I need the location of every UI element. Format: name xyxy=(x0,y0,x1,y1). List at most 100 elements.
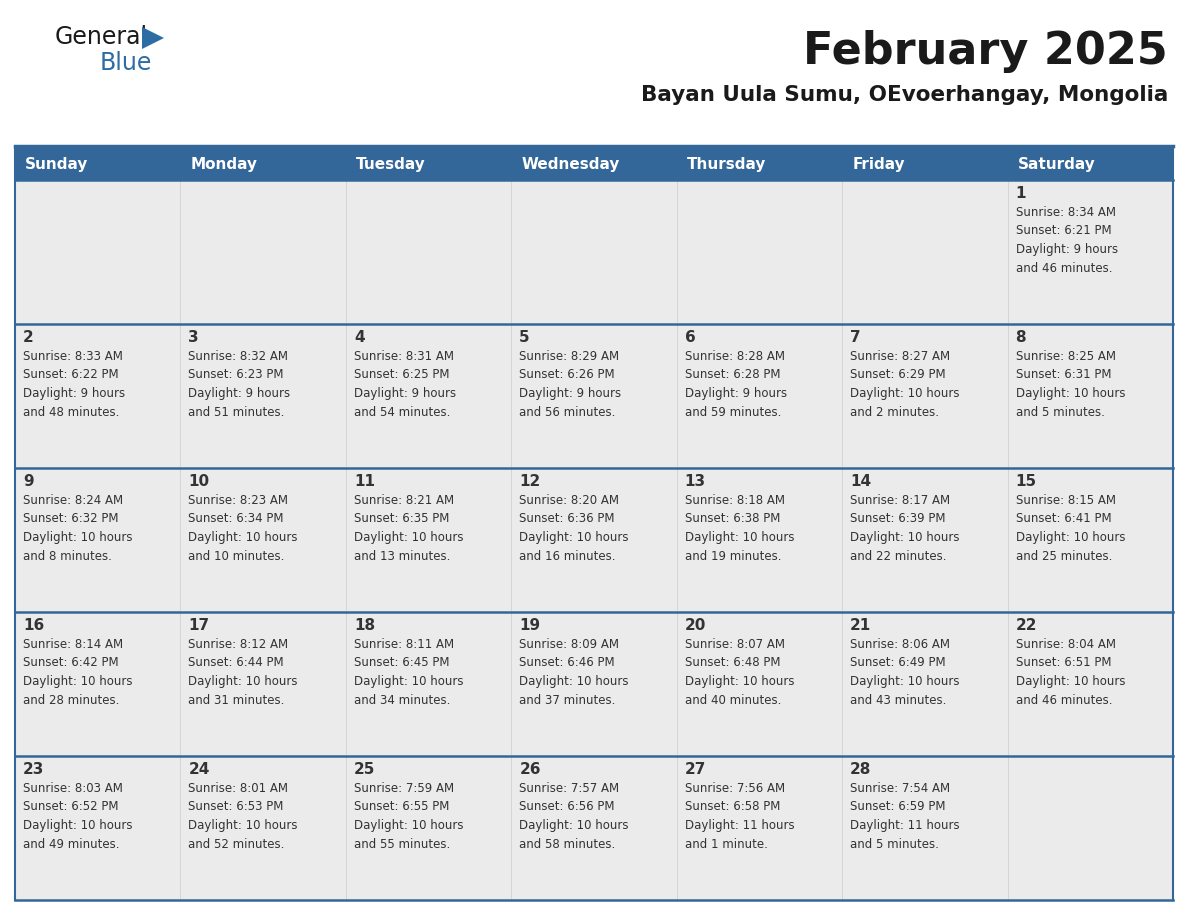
Text: Sunrise: 8:17 AM: Sunrise: 8:17 AM xyxy=(851,494,950,507)
Text: and 54 minutes.: and 54 minutes. xyxy=(354,406,450,419)
Text: Sunset: 6:22 PM: Sunset: 6:22 PM xyxy=(23,368,119,382)
Bar xyxy=(511,180,677,324)
Text: Sunrise: 8:11 AM: Sunrise: 8:11 AM xyxy=(354,638,454,651)
Text: Sunset: 6:55 PM: Sunset: 6:55 PM xyxy=(354,800,449,813)
Text: 17: 17 xyxy=(189,618,209,633)
Text: 26: 26 xyxy=(519,762,541,777)
Text: Daylight: 10 hours: Daylight: 10 hours xyxy=(189,531,298,544)
Text: Daylight: 10 hours: Daylight: 10 hours xyxy=(519,675,628,688)
Text: Sunset: 6:49 PM: Sunset: 6:49 PM xyxy=(851,656,946,669)
Bar xyxy=(677,756,842,900)
Bar xyxy=(15,180,181,324)
Text: Daylight: 10 hours: Daylight: 10 hours xyxy=(189,819,298,832)
Text: Sunrise: 8:04 AM: Sunrise: 8:04 AM xyxy=(1016,638,1116,651)
Text: Sunset: 6:58 PM: Sunset: 6:58 PM xyxy=(684,800,781,813)
Text: Sunset: 6:51 PM: Sunset: 6:51 PM xyxy=(1016,656,1111,669)
Text: Daylight: 10 hours: Daylight: 10 hours xyxy=(189,675,298,688)
Text: and 10 minutes.: and 10 minutes. xyxy=(189,550,285,563)
Text: Sunset: 6:42 PM: Sunset: 6:42 PM xyxy=(23,656,119,669)
Text: 24: 24 xyxy=(189,762,210,777)
Text: Daylight: 10 hours: Daylight: 10 hours xyxy=(851,531,960,544)
Text: Daylight: 11 hours: Daylight: 11 hours xyxy=(851,819,960,832)
Bar xyxy=(346,612,511,756)
Text: Daylight: 10 hours: Daylight: 10 hours xyxy=(1016,675,1125,688)
Text: Sunrise: 7:56 AM: Sunrise: 7:56 AM xyxy=(684,782,785,795)
Bar xyxy=(677,468,842,612)
Text: and 59 minutes.: and 59 minutes. xyxy=(684,406,781,419)
Bar xyxy=(346,148,511,180)
Polygon shape xyxy=(143,27,164,49)
Text: 5: 5 xyxy=(519,330,530,345)
Bar xyxy=(511,468,677,612)
Text: Daylight: 10 hours: Daylight: 10 hours xyxy=(354,675,463,688)
Text: Sunset: 6:21 PM: Sunset: 6:21 PM xyxy=(1016,225,1111,238)
Bar xyxy=(181,324,346,468)
Bar xyxy=(1007,148,1173,180)
Text: Sunset: 6:45 PM: Sunset: 6:45 PM xyxy=(354,656,449,669)
Text: Daylight: 9 hours: Daylight: 9 hours xyxy=(684,387,786,400)
Text: and 46 minutes.: and 46 minutes. xyxy=(1016,693,1112,707)
Text: 13: 13 xyxy=(684,474,706,489)
Bar xyxy=(511,756,677,900)
Text: and 51 minutes.: and 51 minutes. xyxy=(189,406,285,419)
Text: Sunrise: 8:27 AM: Sunrise: 8:27 AM xyxy=(851,350,950,363)
Text: and 58 minutes.: and 58 minutes. xyxy=(519,837,615,850)
Text: Daylight: 10 hours: Daylight: 10 hours xyxy=(23,531,133,544)
Text: Daylight: 9 hours: Daylight: 9 hours xyxy=(1016,243,1118,256)
Text: and 28 minutes.: and 28 minutes. xyxy=(23,693,119,707)
Text: 8: 8 xyxy=(1016,330,1026,345)
Text: Daylight: 10 hours: Daylight: 10 hours xyxy=(851,675,960,688)
Text: 12: 12 xyxy=(519,474,541,489)
Text: Sunset: 6:39 PM: Sunset: 6:39 PM xyxy=(851,512,946,525)
Text: Sunset: 6:53 PM: Sunset: 6:53 PM xyxy=(189,800,284,813)
Text: 19: 19 xyxy=(519,618,541,633)
Text: 22: 22 xyxy=(1016,618,1037,633)
Text: 25: 25 xyxy=(354,762,375,777)
Text: and 22 minutes.: and 22 minutes. xyxy=(851,550,947,563)
Text: and 25 minutes.: and 25 minutes. xyxy=(1016,550,1112,563)
Text: 3: 3 xyxy=(189,330,200,345)
Text: Daylight: 11 hours: Daylight: 11 hours xyxy=(684,819,795,832)
Text: Saturday: Saturday xyxy=(1018,156,1095,172)
Bar xyxy=(511,148,677,180)
Text: Monday: Monday xyxy=(190,156,258,172)
Text: and 31 minutes.: and 31 minutes. xyxy=(189,693,285,707)
Text: and 2 minutes.: and 2 minutes. xyxy=(851,406,940,419)
Text: and 52 minutes.: and 52 minutes. xyxy=(189,837,285,850)
Text: and 34 minutes.: and 34 minutes. xyxy=(354,693,450,707)
Text: and 43 minutes.: and 43 minutes. xyxy=(851,693,947,707)
Text: Sunset: 6:28 PM: Sunset: 6:28 PM xyxy=(684,368,781,382)
Text: Daylight: 10 hours: Daylight: 10 hours xyxy=(354,531,463,544)
Text: and 5 minutes.: and 5 minutes. xyxy=(851,837,939,850)
Text: Sunrise: 7:59 AM: Sunrise: 7:59 AM xyxy=(354,782,454,795)
Text: Sunrise: 8:14 AM: Sunrise: 8:14 AM xyxy=(23,638,124,651)
Text: Daylight: 10 hours: Daylight: 10 hours xyxy=(23,675,133,688)
Text: 27: 27 xyxy=(684,762,706,777)
Text: Sunset: 6:52 PM: Sunset: 6:52 PM xyxy=(23,800,119,813)
Text: 16: 16 xyxy=(23,618,44,633)
Bar xyxy=(1007,612,1173,756)
Text: Daylight: 10 hours: Daylight: 10 hours xyxy=(519,531,628,544)
Bar xyxy=(181,756,346,900)
Bar xyxy=(15,324,181,468)
Text: Sunset: 6:35 PM: Sunset: 6:35 PM xyxy=(354,512,449,525)
Bar xyxy=(346,180,511,324)
Text: and 48 minutes.: and 48 minutes. xyxy=(23,406,119,419)
Text: Daylight: 10 hours: Daylight: 10 hours xyxy=(684,675,795,688)
Text: 4: 4 xyxy=(354,330,365,345)
Text: Sunset: 6:23 PM: Sunset: 6:23 PM xyxy=(189,368,284,382)
Text: Daylight: 10 hours: Daylight: 10 hours xyxy=(354,819,463,832)
Bar xyxy=(181,468,346,612)
Bar xyxy=(677,324,842,468)
Text: 21: 21 xyxy=(851,618,871,633)
Text: Daylight: 10 hours: Daylight: 10 hours xyxy=(851,387,960,400)
Bar xyxy=(15,468,181,612)
Text: General: General xyxy=(55,25,148,49)
Text: 9: 9 xyxy=(23,474,33,489)
Text: and 49 minutes.: and 49 minutes. xyxy=(23,837,120,850)
Text: Sunrise: 8:23 AM: Sunrise: 8:23 AM xyxy=(189,494,289,507)
Text: and 46 minutes.: and 46 minutes. xyxy=(1016,262,1112,274)
Text: Sunset: 6:44 PM: Sunset: 6:44 PM xyxy=(189,656,284,669)
Text: Sunrise: 8:31 AM: Sunrise: 8:31 AM xyxy=(354,350,454,363)
Text: 28: 28 xyxy=(851,762,872,777)
